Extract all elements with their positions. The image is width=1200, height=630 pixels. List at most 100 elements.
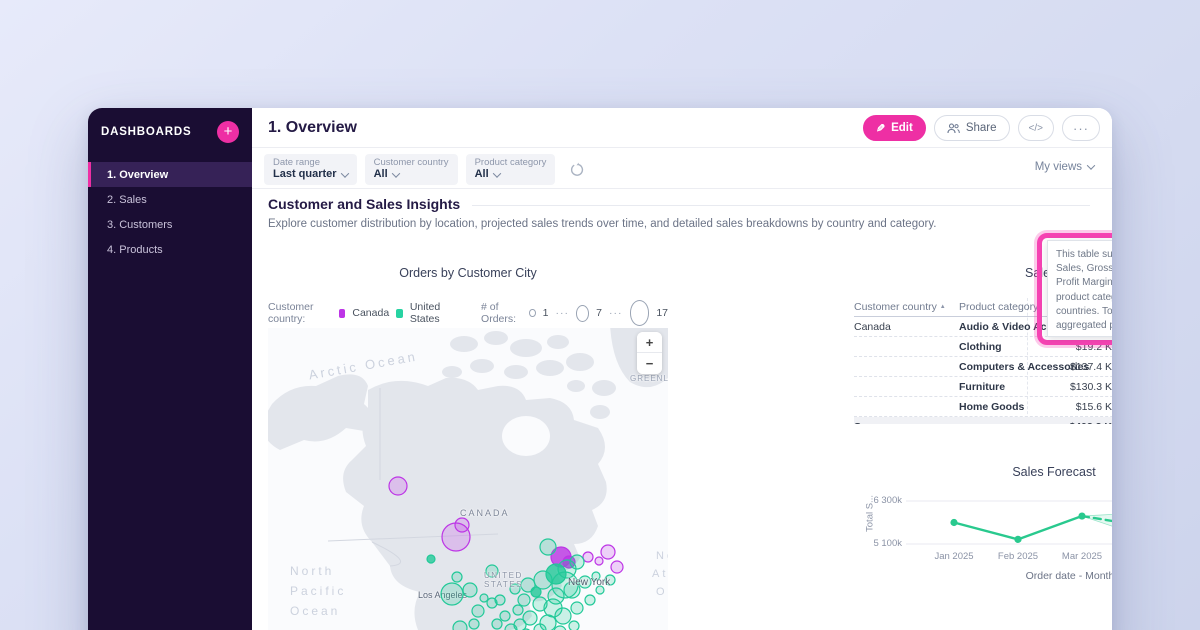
map-bubble[interactable] — [440, 582, 464, 606]
my-views-dropdown[interactable]: My views — [1035, 161, 1096, 173]
main-area: 1. Overview ✎ Edit Share </> — [252, 108, 1112, 630]
legend-item-canada[interactable]: Canada — [352, 307, 390, 319]
sidebar-item-overview[interactable]: 1. Overview — [88, 162, 252, 187]
atlantic-ocean-label-line3: Ocean — [656, 586, 668, 598]
size-circle-large — [629, 300, 650, 326]
map-bubble[interactable] — [551, 571, 579, 599]
map-bubbles-layer[interactable] — [268, 328, 668, 630]
map-bubble[interactable] — [591, 571, 601, 581]
united-states-swatch — [396, 308, 403, 318]
zoom-in-button[interactable]: + — [637, 332, 662, 353]
section-divider — [268, 205, 1090, 206]
chevron-down-icon — [340, 168, 349, 178]
size-circle-medium — [576, 304, 590, 322]
size-circle-small — [529, 309, 536, 317]
los-angeles-label: Los Angeles — [418, 590, 468, 600]
map-bubble[interactable] — [604, 574, 616, 586]
filter-date-range[interactable]: Date range Last quarter — [264, 154, 357, 185]
map-chart-title: Orders by Customer City — [399, 266, 537, 280]
edit-button[interactable]: ✎ Edit — [862, 115, 926, 141]
map-bubble[interactable] — [509, 583, 521, 595]
greenland-label: GREENLAND — [630, 374, 668, 383]
filter-product-category[interactable]: Product category All — [465, 154, 556, 185]
y-tick-6300k: 6 300k — [873, 495, 902, 506]
map-bubble[interactable] — [491, 618, 503, 630]
page-title: 1. Overview — [268, 119, 357, 136]
people-icon — [947, 122, 960, 133]
map-bubble[interactable] — [578, 575, 592, 589]
map-bubble[interactable] — [584, 594, 596, 606]
sidebar-item-sales[interactable]: 2. Sales — [107, 193, 147, 206]
embed-code-button[interactable]: </> — [1017, 115, 1054, 141]
filter-customer-country[interactable]: Customer country All — [364, 154, 458, 185]
table-description-tooltip: This table summarizes Net Sales, Gross P… — [1047, 240, 1112, 337]
map-bubble[interactable] — [545, 563, 567, 585]
legend-item-united-states[interactable]: United States — [409, 301, 441, 325]
map-bubble[interactable] — [594, 556, 604, 566]
more-options-button[interactable]: ··· — [1062, 115, 1100, 141]
zoom-out-button[interactable]: − — [637, 353, 662, 374]
pacific-ocean-label-line1: North — [290, 564, 335, 578]
map-bubble[interactable] — [553, 625, 567, 630]
map-bubble[interactable] — [595, 585, 605, 595]
map-bubble[interactable] — [610, 560, 624, 574]
sort-asc-icon: ▲ — [939, 304, 946, 310]
filter-bar: Date range Last quarter Customer country… — [252, 149, 1112, 189]
map-bubble[interactable] — [451, 571, 463, 583]
map-bubble[interactable] — [569, 554, 585, 570]
map-bubble[interactable] — [562, 555, 576, 569]
map-bubble[interactable] — [426, 554, 436, 564]
app-window: DASHBOARDS + 1. Overview 2. Sales 3. Cus… — [88, 108, 1112, 630]
pacific-ocean-label-line2: Pacific — [290, 584, 347, 598]
table-row: Furniture $130.3 K $71.5 K 5 — [854, 377, 1112, 397]
map-bubble[interactable] — [485, 564, 499, 578]
map-bubble[interactable] — [512, 604, 524, 616]
map-bubble[interactable] — [504, 623, 518, 630]
top-bar: 1. Overview ✎ Edit Share </> — [252, 108, 1112, 148]
sidebar-item-customers[interactable]: 3. Customers — [107, 218, 173, 231]
map-bubble[interactable] — [554, 607, 572, 625]
map-bubble[interactable] — [486, 597, 498, 609]
map-bubble[interactable] — [533, 623, 547, 630]
chevron-down-icon — [391, 168, 400, 178]
map-bubble[interactable] — [563, 581, 581, 599]
share-button[interactable]: Share — [933, 115, 1010, 141]
map-bubble[interactable] — [530, 586, 542, 598]
map-bubble[interactable] — [499, 610, 511, 622]
forecast-x-axis-label: Order date - Month/Year — [1025, 570, 1112, 582]
sales-table: Customer country ▲ Product category Net … — [854, 298, 1112, 424]
canada-swatch — [338, 308, 346, 318]
reset-filters-icon[interactable] — [569, 162, 585, 178]
map-bubble[interactable] — [522, 610, 538, 626]
map-bubble[interactable] — [452, 620, 468, 630]
add-dashboard-button[interactable]: + — [217, 121, 239, 143]
table-sum-row: Sum $402.2 K $178.4 K — [854, 417, 1112, 424]
column-header-product-category[interactable]: Product category — [959, 301, 1039, 313]
sidebar-item-products[interactable]: 4. Products — [107, 243, 163, 256]
annotation-highlight-box: This table summarizes Net Sales, Gross P… — [1037, 233, 1112, 345]
map-bubble[interactable] — [517, 593, 531, 607]
map-bubble[interactable] — [568, 620, 580, 630]
map-bubble[interactable] — [479, 593, 489, 603]
section-title: Customer and Sales Insights — [268, 196, 473, 212]
map-bubble[interactable] — [454, 517, 470, 533]
geo-bubble-map[interactable]: Arctic Ocean GREENLAND CANADA UNITED STA… — [268, 328, 668, 630]
map-bubble[interactable] — [547, 587, 565, 605]
map-bubble[interactable] — [570, 601, 584, 615]
column-header-customer-country[interactable]: Customer country ▲ — [854, 301, 946, 313]
x-tick: Jan 2025 — [934, 551, 974, 562]
canada-label: CANADA — [460, 508, 510, 518]
dashboard-list: 1. Overview 2. Sales 3. Customers 4. Pro… — [88, 162, 252, 262]
map-bubble[interactable] — [441, 522, 471, 552]
map-bubble[interactable] — [468, 618, 480, 630]
x-tick: Mar 2025 — [1061, 551, 1103, 562]
map-bubble[interactable] — [462, 582, 478, 598]
map-bubble[interactable] — [600, 544, 616, 560]
forecast-line-chart[interactable] — [854, 486, 1112, 564]
map-bubble[interactable] — [471, 604, 485, 618]
map-bubble[interactable] — [388, 476, 408, 496]
map-bubble[interactable] — [543, 598, 563, 618]
table-row: Home Goods $15.6 K $3.9 K 2 — [854, 397, 1112, 417]
map-bubble[interactable] — [582, 551, 594, 563]
map-bubble[interactable] — [539, 538, 557, 556]
